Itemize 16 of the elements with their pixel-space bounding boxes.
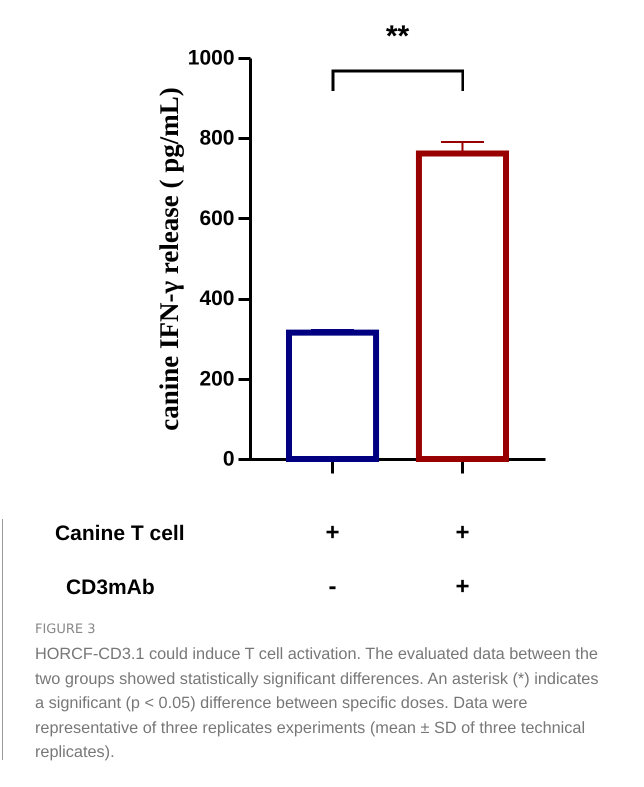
text: Canine T cell	[55, 522, 185, 546]
y-tick-label: 0	[222, 448, 234, 470]
text: **	[386, 20, 410, 54]
text: HORCF-CD3.1 could induce T cell activation. The evaluated data between the two groups showed statistically significant differences. An asterisk (*) indicates a significant (p < 0.05) difference between specific doses. Data were representative of three replicates experiments (mean ± SD of three technical replicates).	[35, 644, 600, 763]
text: FIGURE 3	[35, 622, 96, 637]
text: CD3mAb	[66, 576, 155, 600]
y-tick-label: 800	[199, 126, 234, 150]
text: +	[326, 519, 340, 547]
y-tick-label: 400	[199, 287, 234, 310]
y-axis-title: canine IFN-γ release ( pg/mL)	[154, 87, 184, 431]
y-tick-label: 200	[199, 367, 234, 390]
text: -	[328, 573, 337, 601]
y-tick-label: 600	[199, 206, 234, 230]
text: +	[455, 519, 470, 547]
text: +	[455, 573, 470, 601]
y-tick-label: 1000	[188, 46, 234, 70]
